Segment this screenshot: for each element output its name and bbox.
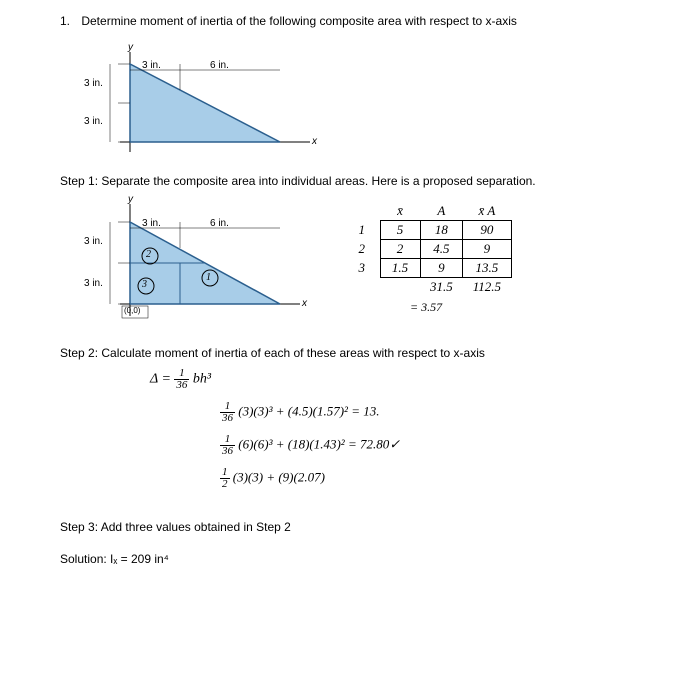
- step-2-text: Step 2: Calculate moment of inertia of e…: [60, 346, 637, 360]
- solution-text: Solution: Iₓ = 209 in⁴: [60, 552, 637, 566]
- table-sum-row: 31.5 112.5: [340, 278, 511, 297]
- table-header: x̄: [380, 202, 420, 221]
- figure-1: y x 3 in. 6 in. 3 in. 3 in.: [80, 42, 637, 162]
- table-row: 3 1.5 9 13.5: [340, 259, 511, 278]
- calc-2: 136 (6)(6)³ + (18)(1.43)² = 72.80✓: [220, 434, 637, 457]
- question-number: 1.: [60, 14, 78, 28]
- origin-label: (0,0): [124, 306, 140, 315]
- x-axis-label: x: [312, 136, 317, 147]
- table-row: 1 5 18 90: [340, 221, 511, 240]
- table-result: = 3.57: [410, 300, 512, 315]
- region-3-label: 3: [142, 279, 147, 290]
- figure-2-row: y x 3 in. 6 in. 3 in. 3 in. 1 2 3 (0,0) …: [80, 196, 637, 336]
- centroid-table: x̄ A x̄ A 1 5 18 90 2 2 4.5 9 3 1.5 9 13…: [340, 202, 512, 315]
- figure-2-svg: [80, 196, 320, 326]
- dim-3in-left-a-2: 3 in.: [84, 236, 103, 247]
- calc-1: 136 (3)(3)³ + (4.5)(1.57)² = 13.: [220, 401, 637, 424]
- dim-3in-left-a: 3 in.: [84, 78, 103, 89]
- y-axis-label-2: y: [128, 194, 133, 205]
- dim-3in-top: 3 in.: [142, 60, 161, 71]
- dim-3in-top-2: 3 in.: [142, 218, 161, 229]
- table-header: x̄ A: [463, 202, 511, 221]
- question-text: Determine moment of inertia of the follo…: [81, 14, 517, 28]
- formula-triangle: Δ = 136 bh³: [150, 368, 637, 391]
- calc-3: 12 (3)(3) + (9)(2.07): [220, 467, 637, 490]
- region-1-label: 1: [206, 272, 211, 283]
- step-1-text: Step 1: Separate the composite area into…: [60, 174, 637, 188]
- y-axis-label: y: [128, 42, 133, 53]
- question-title: 1. Determine moment of inertia of the fo…: [60, 14, 637, 28]
- dim-6in-2: 6 in.: [210, 218, 229, 229]
- step-3-text: Step 3: Add three values obtained in Ste…: [60, 520, 637, 534]
- dim-6in: 6 in.: [210, 60, 229, 71]
- table-row: 2 2 4.5 9: [340, 240, 511, 259]
- region-2-label: 2: [146, 249, 151, 260]
- table-header: A: [420, 202, 463, 221]
- dim-3in-left-b-2: 3 in.: [84, 278, 103, 289]
- dim-3in-left-b: 3 in.: [84, 116, 103, 127]
- x-axis-label-2: x: [302, 298, 307, 309]
